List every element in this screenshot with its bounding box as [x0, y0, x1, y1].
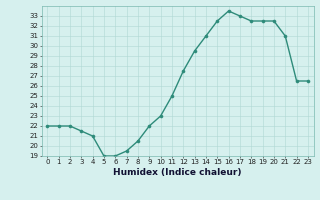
X-axis label: Humidex (Indice chaleur): Humidex (Indice chaleur) [113, 168, 242, 177]
